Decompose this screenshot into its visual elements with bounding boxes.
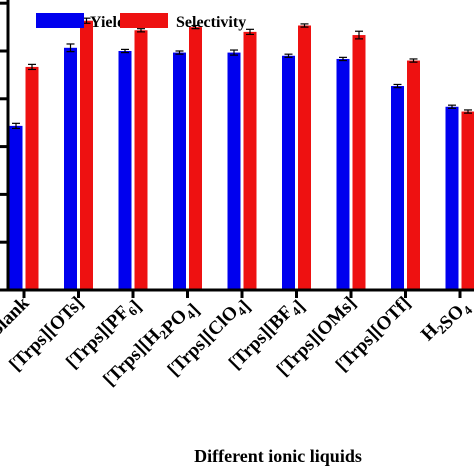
bar-yield-blank [9, 125, 23, 290]
bar-yield-trps-ots [64, 47, 77, 290]
error-bar-yield-trps-clo4 [230, 49, 238, 56]
x-axis-title: Different ionic liquids [194, 446, 362, 466]
error-bar-yield-trps-h2po4 [175, 50, 184, 55]
bars-layer [9, 17, 474, 291]
error-bar-selectivity-trps-clo4 [246, 28, 254, 36]
axis-layer [0, 0, 474, 298]
bar-selectivity-h2so4 [461, 111, 474, 291]
error-bar-yield-trps-pf6 [121, 48, 129, 54]
bar-selectivity-trps-bf4 [298, 25, 311, 290]
legend-label-yield: Yield [90, 14, 126, 31]
error-bar-yield-trps-otf [393, 83, 402, 89]
error-bar-selectivity-trps-pf6 [137, 28, 145, 33]
error-bar-yield-trps-oms [339, 56, 347, 62]
error-bar-selectivity-h2so4 [464, 109, 472, 114]
bar-selectivity-trps-oms [352, 35, 366, 290]
bar-selectivity-trps-otf [407, 60, 420, 290]
legend-swatch-yield [36, 13, 84, 28]
error-bar-yield-trps-ots [66, 43, 75, 53]
bar-yield-trps-oms [336, 58, 350, 291]
legend-label-selectivity: Selectivity [176, 14, 246, 31]
error-bar-selectivity-trps-bf4 [300, 23, 309, 28]
error-bar-yield-blank [12, 122, 20, 130]
bar-yield-trps-otf [391, 86, 404, 291]
x-tick-label-h2so4: H2SO4 [417, 292, 474, 350]
x-tick-label-blank: Blank [0, 292, 34, 342]
bar-yield-trps-h2po4 [173, 52, 186, 291]
error-bar-selectivity-trps-h2po4 [191, 24, 200, 30]
bar-yield-trps-bf4 [282, 55, 295, 291]
tick-labels-layer: Blank[Trps][OTs][Trps][PF6][Trps][H2PO4]… [0, 292, 474, 390]
bar-selectivity-blank [25, 66, 39, 290]
bar-yield-trps-pf6 [118, 50, 132, 290]
bar-selectivity-trps-h2po4 [189, 27, 202, 290]
bar-selectivity-trps-clo4 [243, 31, 257, 290]
legend: Yield Selectivity [36, 13, 246, 31]
error-bar-yield-h2so4 [448, 104, 456, 109]
bar-selectivity-trps-ots [80, 20, 93, 290]
error-bar-yield-trps-bf4 [284, 53, 293, 58]
error-bar-selectivity-trps-otf [409, 58, 418, 63]
error-bar-selectivity-blank [28, 63, 36, 71]
error-bar-selectivity-trps-oms [355, 30, 363, 40]
bar-yield-trps-clo4 [227, 52, 241, 291]
bar-yield-h2so4 [445, 106, 459, 290]
legend-swatch-selectivity [120, 13, 168, 28]
bar-selectivity-trps-pf6 [134, 30, 148, 291]
